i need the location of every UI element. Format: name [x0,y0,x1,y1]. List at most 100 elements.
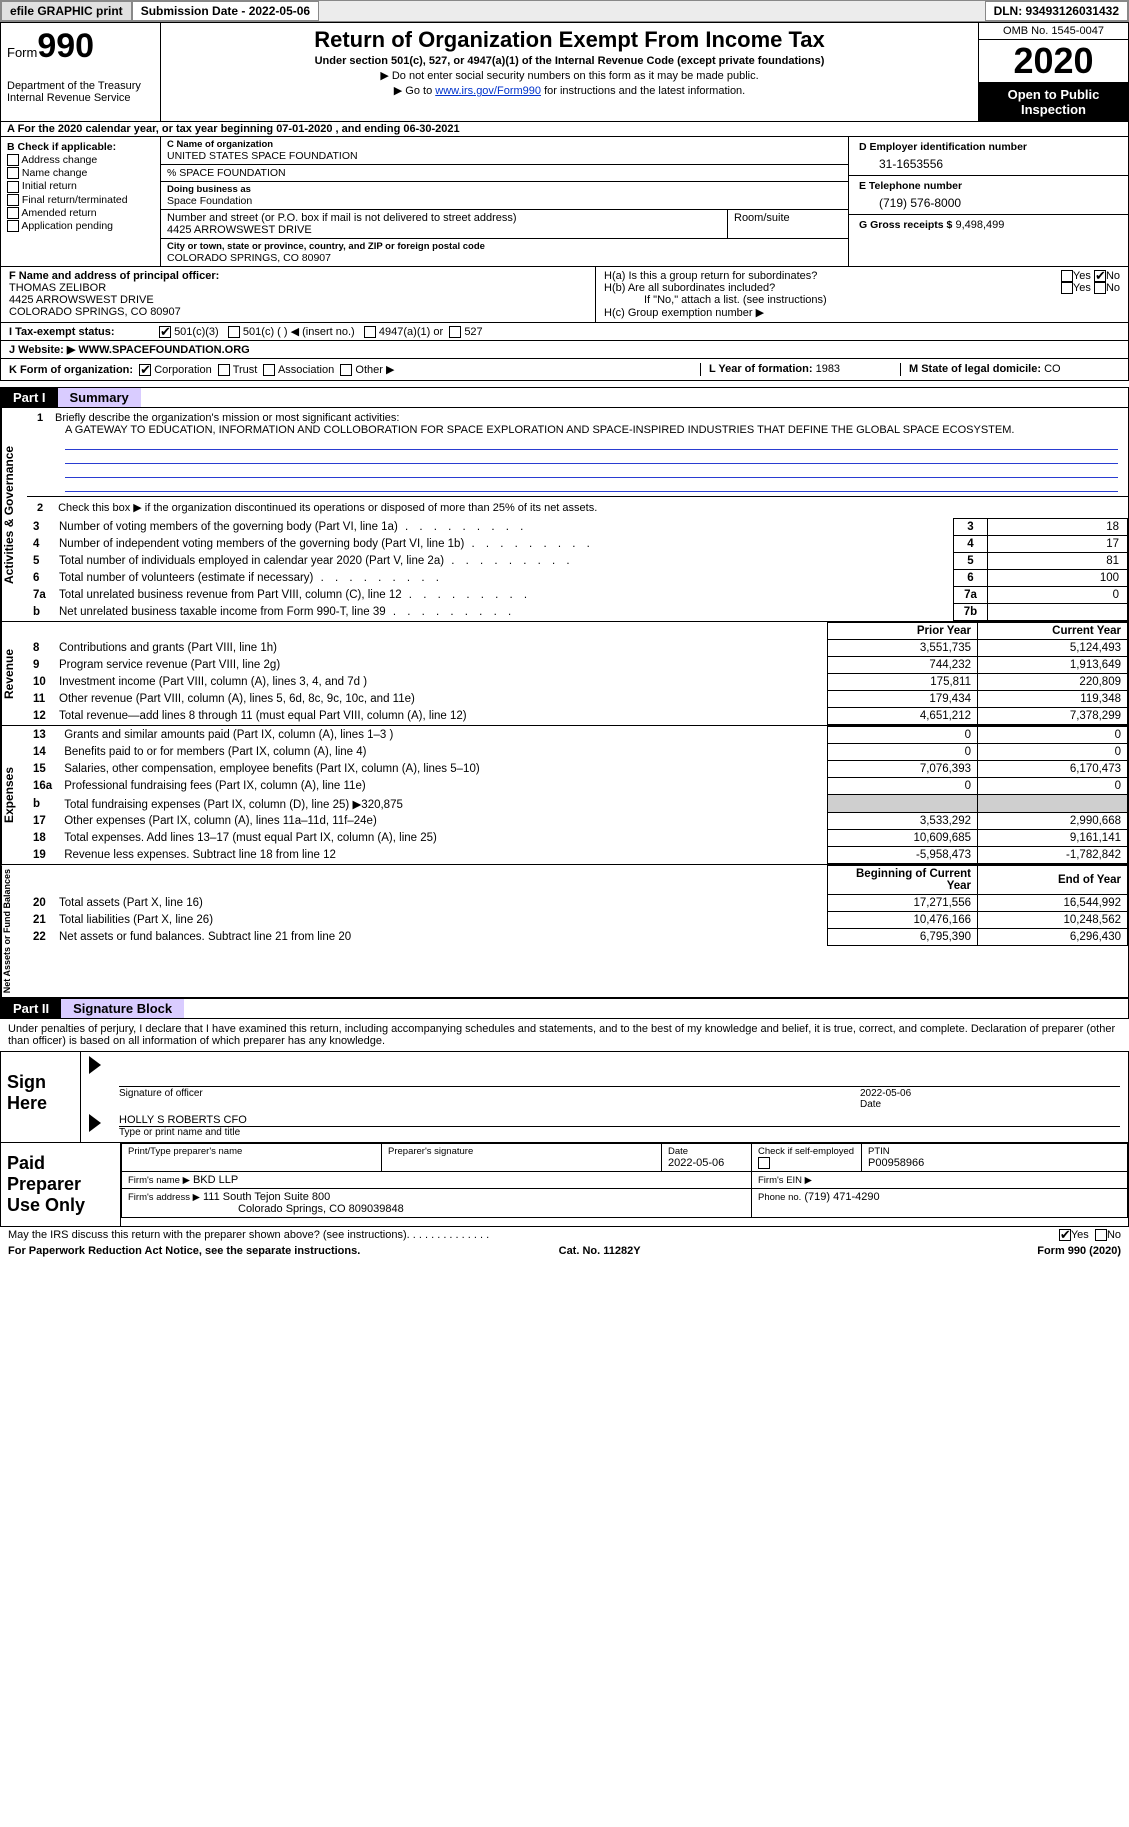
hdr-eoy: End of Year [978,866,1128,895]
chk-501c[interactable] [228,326,240,338]
domicile: CO [1044,363,1061,375]
prep-sig-label: Preparer's signature [388,1146,655,1157]
table-row: 5Total number of individuals employed in… [27,553,1128,570]
table-row: bTotal fundraising expenses (Part IX, co… [27,795,1128,813]
preparer-block: Paid Preparer Use Only Print/Type prepar… [0,1143,1129,1227]
chk-trust[interactable] [218,364,230,376]
dept: Department of the Treasury Internal Reve… [7,80,154,104]
chk-pending[interactable]: Application pending [7,220,154,232]
ptin: P00958966 [868,1157,1121,1169]
footer-note: For Paperwork Reduction Act Notice, see … [0,1243,1129,1259]
q2-text: Check this box ▶ if the organization dis… [58,502,597,514]
summary-gov: Activities & Governance 1Briefly describ… [0,408,1129,622]
line-a: A For the 2020 calendar year, or tax yea… [0,122,1129,137]
discuss-row: May the IRS discuss this return with the… [0,1227,1129,1243]
vlabel-exp: Expenses [1,726,27,864]
ein-label: D Employer identification number [859,141,1118,153]
table-row: 14Benefits paid to or for members (Part … [27,744,1128,761]
table-row: 11Other revenue (Part VIII, column (A), … [27,691,1128,708]
dln: DLN: 93493126031432 [985,1,1128,21]
form-note2: ▶ Go to www.irs.gov/Form990 for instruct… [171,84,968,97]
chk-corp[interactable] [139,364,151,376]
org-name-label: C Name of organization [167,139,842,150]
discuss-no[interactable] [1095,1229,1107,1241]
hb-no[interactable] [1094,282,1106,294]
table-row: 20Total assets (Part X, line 16)17,271,5… [27,895,1128,912]
form-title: Return of Organization Exempt From Incom… [171,27,968,53]
part2-header: Part II Signature Block [0,998,1129,1019]
table-row: 7aTotal unrelated business revenue from … [27,587,1128,604]
firm-ein-label: Firm's EIN ▶ [758,1175,812,1186]
form-title-box: Return of Organization Exempt From Incom… [161,23,978,121]
sign-arrow-icon-2 [89,1114,101,1132]
exp-table: 13Grants and similar amounts paid (Part … [27,726,1128,864]
box-h: H(a) Is this a group return for subordin… [596,267,1128,322]
firm-addr2: Colorado Springs, CO 809039848 [128,1203,404,1215]
chk-assoc[interactable] [263,364,275,376]
form-label: Form [7,45,37,60]
ha-yes[interactable] [1061,270,1073,282]
chk-4947[interactable] [364,326,376,338]
entity-block: B Check if applicable: Address change Na… [0,137,1129,267]
line-i: I Tax-exempt status: 501(c)(3) 501(c) ( … [0,323,1129,341]
chk-other[interactable] [340,364,352,376]
table-row: 15Salaries, other compensation, employee… [27,761,1128,778]
officer-block: F Name and address of principal officer:… [0,267,1129,323]
cat-no: Cat. No. 11282Y [559,1245,641,1257]
gross-label: G Gross receipts $ [859,219,952,231]
chk-501c3[interactable] [159,326,171,338]
form-header: Form990 Department of the Treasury Inter… [0,22,1129,122]
hb-note: If "No," attach a list. (see instruction… [604,294,1120,306]
table-row: 8Contributions and grants (Part VIII, li… [27,640,1128,657]
mission: A GATEWAY TO EDUCATION, INFORMATION AND … [65,424,1118,436]
chk-address[interactable]: Address change [7,154,154,166]
chk-self-employed[interactable] [758,1157,770,1169]
form-subtitle: Under section 501(c), 527, or 4947(a)(1)… [171,55,968,67]
discuss-yes[interactable] [1059,1229,1071,1241]
table-row: 17Other expenses (Part IX, column (A), l… [27,813,1128,830]
table-row: 21Total liabilities (Part X, line 26)10,… [27,912,1128,929]
city-label: City or town, state or province, country… [167,241,842,252]
gov-table: 3Number of voting members of the governi… [27,518,1128,621]
penalty-text: Under penalties of perjury, I declare th… [0,1019,1129,1051]
firm-name: BKD LLP [193,1174,238,1186]
pra-notice: For Paperwork Reduction Act Notice, see … [8,1245,360,1257]
chk-final[interactable]: Final return/terminated [7,194,154,206]
chk-name[interactable]: Name change [7,167,154,179]
irs-link[interactable]: www.irs.gov/Form990 [435,85,541,97]
org-name: UNITED STATES SPACE FOUNDATION [167,150,842,162]
chk-initial[interactable]: Initial return [7,180,154,192]
vlabel-gov: Activities & Governance [1,408,27,621]
sign-arrow-icon [89,1056,101,1074]
self-emp-label: Check if self-employed [758,1146,855,1169]
vlabel-net: Net Assets or Fund Balances [1,865,27,997]
efile-button[interactable]: efile GRAPHIC print [1,1,132,21]
tax-year: 2020 [979,40,1128,83]
room-label: Room/suite [734,212,842,224]
hb-yes[interactable] [1061,282,1073,294]
website: WWW.SPACEFOUNDATION.ORG [78,344,249,356]
open-inspection: Open to Public Inspection [979,83,1128,121]
table-row: bNet unrelated business taxable income f… [27,604,1128,621]
table-row: 6Total number of volunteers (estimate if… [27,570,1128,587]
officer-addr1: 4425 ARROWSWEST DRIVE [9,294,587,306]
table-row: 4Number of independent voting members of… [27,536,1128,553]
part2-title: Signature Block [61,999,184,1018]
net-table: Beginning of Current YearEnd of Year 20T… [27,865,1128,946]
form-id-box: Form990 Department of the Treasury Inter… [1,23,161,121]
hb-label: H(b) Are all subordinates included? [604,282,1061,294]
q1-text: Briefly describe the organization's miss… [55,412,399,424]
sig-officer-label: Signature of officer [119,1088,860,1110]
chk-amended[interactable]: Amended return [7,207,154,219]
ptin-label: PTIN [868,1146,1121,1157]
table-row: 22Net assets or fund balances. Subtract … [27,929,1128,946]
table-row: 10Investment income (Part VIII, column (… [27,674,1128,691]
table-row: 18Total expenses. Add lines 13–17 (must … [27,830,1128,847]
discuss-question: May the IRS discuss this return with the… [8,1229,407,1241]
officer-name: THOMAS ZELIBOR [9,282,587,294]
omb-box: OMB No. 1545-0047 2020 Open to Public In… [978,23,1128,121]
ha-no[interactable] [1094,270,1106,282]
signer-name: HOLLY S ROBERTS CFO [119,1114,1120,1126]
firm-addr1: 111 South Tejon Suite 800 [203,1191,330,1203]
chk-527[interactable] [449,326,461,338]
